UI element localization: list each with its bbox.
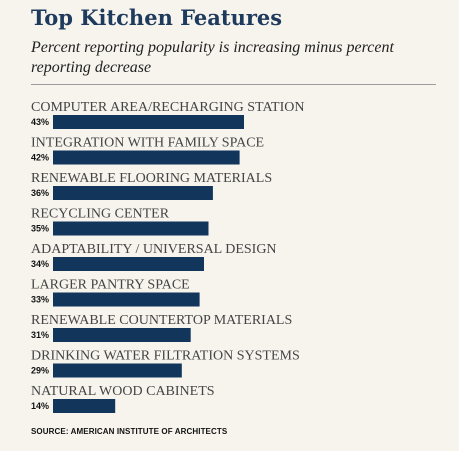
chart-title: Top Kitchen Features — [31, 5, 283, 30]
bar — [53, 292, 200, 307]
bar-row: COMPUTER AREA/RECHARGING STATION 43% — [31, 100, 304, 129]
title-divider — [31, 84, 436, 85]
bar-row: LARGER PANTRY SPACE 33% — [31, 278, 200, 307]
category-label: RENEWABLE FLOORING MATERIALS — [31, 171, 272, 186]
source-note: SOURCE: AMERICAN INSTITUTE OF ARCHITECTS — [31, 427, 228, 436]
bar — [53, 399, 116, 413]
bar — [53, 328, 191, 342]
bar-row: RECYCLING CENTER 35% — [31, 207, 209, 236]
value-label: 29% — [31, 366, 49, 376]
category-label: LARGER PANTRY SPACE — [31, 278, 190, 293]
category-label: DRINKING WATER FILTRATION SYSTEMS — [31, 349, 300, 364]
value-label: 42% — [31, 153, 49, 163]
bar-row: INTEGRATION WITH FAMILY SPACE 42% — [31, 136, 264, 165]
bar — [53, 115, 244, 129]
value-label: 33% — [31, 295, 49, 305]
category-label: INTEGRATION WITH FAMILY SPACE — [31, 136, 264, 151]
bar — [53, 221, 209, 236]
bar-row: RENEWABLE FLOORING MATERIALS 36% — [31, 171, 272, 200]
value-label: 14% — [31, 401, 49, 411]
bar — [53, 186, 213, 200]
value-label: 43% — [31, 117, 49, 127]
bar — [53, 257, 204, 271]
value-label: 31% — [31, 330, 49, 340]
bar — [53, 363, 182, 378]
bar-row: DRINKING WATER FILTRATION SYSTEMS 29% — [31, 349, 300, 378]
chart-subtitle: Percent reporting popularity is increasi… — [31, 39, 394, 76]
category-label: COMPUTER AREA/RECHARGING STATION — [31, 100, 304, 115]
value-label: 34% — [31, 259, 49, 269]
bar-row: ADAPTABILITY / UNIVERSAL DESIGN 34% — [31, 242, 277, 271]
bar-row: NATURAL WOOD CABINETS 14% — [31, 384, 215, 413]
value-label: 35% — [31, 224, 49, 234]
bar-row: RENEWABLE COUNTERTOP MATERIALS 31% — [31, 313, 292, 342]
category-label: NATURAL WOOD CABINETS — [31, 384, 215, 399]
category-label: ADAPTABILITY / UNIVERSAL DESIGN — [31, 242, 277, 257]
value-label: 36% — [31, 188, 49, 198]
bar — [53, 150, 240, 165]
category-label: RENEWABLE COUNTERTOP MATERIALS — [31, 313, 292, 328]
category-label: RECYCLING CENTER — [31, 207, 170, 222]
